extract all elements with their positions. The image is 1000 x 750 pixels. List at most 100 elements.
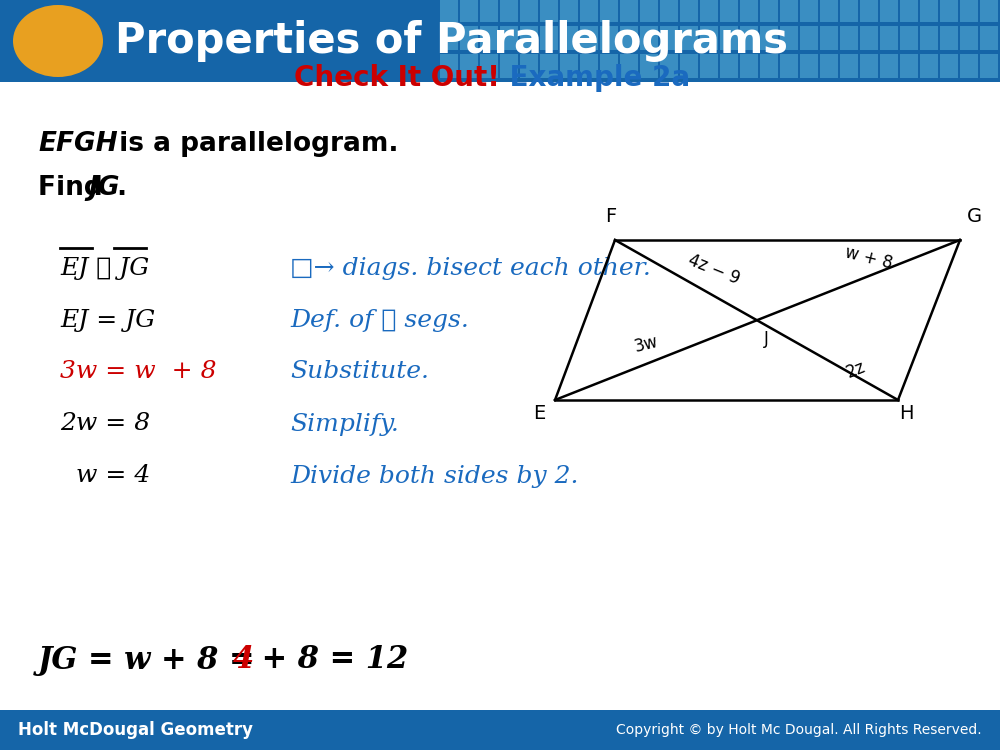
Bar <box>460 26 478 50</box>
Bar <box>440 54 458 78</box>
Text: Find: Find <box>38 175 112 201</box>
Bar <box>600 54 618 78</box>
Bar <box>840 26 858 50</box>
Bar <box>620 0 638 22</box>
Bar <box>480 0 498 22</box>
Bar <box>580 54 598 78</box>
Text: F: F <box>605 207 617 226</box>
Bar <box>520 26 538 50</box>
Text: JG: JG <box>88 175 120 201</box>
Bar <box>600 26 618 50</box>
Bar <box>720 54 738 78</box>
Bar <box>660 54 678 78</box>
Bar <box>980 54 998 78</box>
Bar <box>540 54 558 78</box>
Bar <box>760 26 778 50</box>
Bar <box>660 0 678 22</box>
Bar <box>0 0 1000 82</box>
Text: H: H <box>899 404 913 423</box>
Bar <box>660 26 678 50</box>
Bar <box>720 0 738 22</box>
Bar <box>920 54 938 78</box>
Text: Copyright © by Holt Mc Dougal. All Rights Reserved.: Copyright © by Holt Mc Dougal. All Right… <box>616 723 982 737</box>
Bar <box>920 0 938 22</box>
Bar <box>920 26 938 50</box>
Bar <box>620 26 638 50</box>
Text: EJ ≅ JG: EJ ≅ JG <box>60 256 149 280</box>
Bar <box>680 54 698 78</box>
Bar <box>740 26 758 50</box>
Text: 3w = w  + 8: 3w = w + 8 <box>60 361 216 383</box>
Bar <box>680 26 698 50</box>
Bar <box>740 0 758 22</box>
Text: Def. of ≅ segs.: Def. of ≅ segs. <box>290 308 469 332</box>
Text: Holt McDougal Geometry: Holt McDougal Geometry <box>18 721 253 739</box>
Bar <box>720 26 738 50</box>
Bar <box>640 26 658 50</box>
Ellipse shape <box>13 5 103 77</box>
Bar <box>940 26 958 50</box>
Bar <box>820 0 838 22</box>
Bar <box>820 26 838 50</box>
Bar <box>680 0 698 22</box>
Text: 2w = 8: 2w = 8 <box>60 413 150 436</box>
Bar <box>460 54 478 78</box>
Text: Substitute.: Substitute. <box>290 361 429 383</box>
Text: w + 8: w + 8 <box>843 244 894 272</box>
Bar <box>520 54 538 78</box>
Bar <box>800 54 818 78</box>
Bar <box>540 0 558 22</box>
Bar <box>700 26 718 50</box>
Bar <box>640 0 658 22</box>
Text: 2z: 2z <box>843 358 868 382</box>
Bar <box>500 0 518 22</box>
Text: 4z − 9: 4z − 9 <box>686 251 743 289</box>
Bar <box>580 26 598 50</box>
Text: EFGH: EFGH <box>38 131 118 157</box>
Bar <box>900 54 918 78</box>
Bar <box>820 54 838 78</box>
Text: Simplify.: Simplify. <box>290 413 399 436</box>
Bar <box>860 54 878 78</box>
Text: Example 2a: Example 2a <box>500 64 690 92</box>
Text: J: J <box>764 330 768 348</box>
Text: Divide both sides by 2.: Divide both sides by 2. <box>290 464 578 488</box>
Bar <box>780 54 798 78</box>
Text: Properties of Parallelograms: Properties of Parallelograms <box>115 20 788 62</box>
Bar <box>980 0 998 22</box>
Text: is a parallelogram.: is a parallelogram. <box>110 131 398 157</box>
Bar <box>520 0 538 22</box>
Bar <box>880 26 898 50</box>
Bar <box>900 0 918 22</box>
Bar <box>940 0 958 22</box>
Bar <box>540 26 558 50</box>
Bar <box>880 0 898 22</box>
Bar <box>800 26 818 50</box>
Bar <box>880 54 898 78</box>
Bar <box>900 26 918 50</box>
Text: Check It Out!: Check It Out! <box>294 64 500 92</box>
Bar <box>600 0 618 22</box>
Bar <box>560 0 578 22</box>
Text: .: . <box>116 175 126 201</box>
Bar <box>940 54 958 78</box>
Bar <box>740 54 758 78</box>
Text: 3w: 3w <box>632 332 660 356</box>
Bar <box>480 26 498 50</box>
Text: EJ = JG: EJ = JG <box>60 308 155 332</box>
Text: G: G <box>966 207 982 226</box>
Bar <box>480 54 498 78</box>
Bar <box>700 54 718 78</box>
Bar <box>580 0 598 22</box>
Bar <box>560 54 578 78</box>
Text: w = 4: w = 4 <box>60 464 150 488</box>
Bar <box>860 0 878 22</box>
Bar <box>840 0 858 22</box>
Bar <box>440 26 458 50</box>
Text: E: E <box>533 404 545 423</box>
Text: □→ diags. bisect each other.: □→ diags. bisect each other. <box>290 256 651 280</box>
Bar <box>560 26 578 50</box>
Text: + 8 = 12: + 8 = 12 <box>251 644 408 676</box>
Text: 4: 4 <box>233 644 254 676</box>
Text: JG = w + 8 =: JG = w + 8 = <box>38 644 266 676</box>
